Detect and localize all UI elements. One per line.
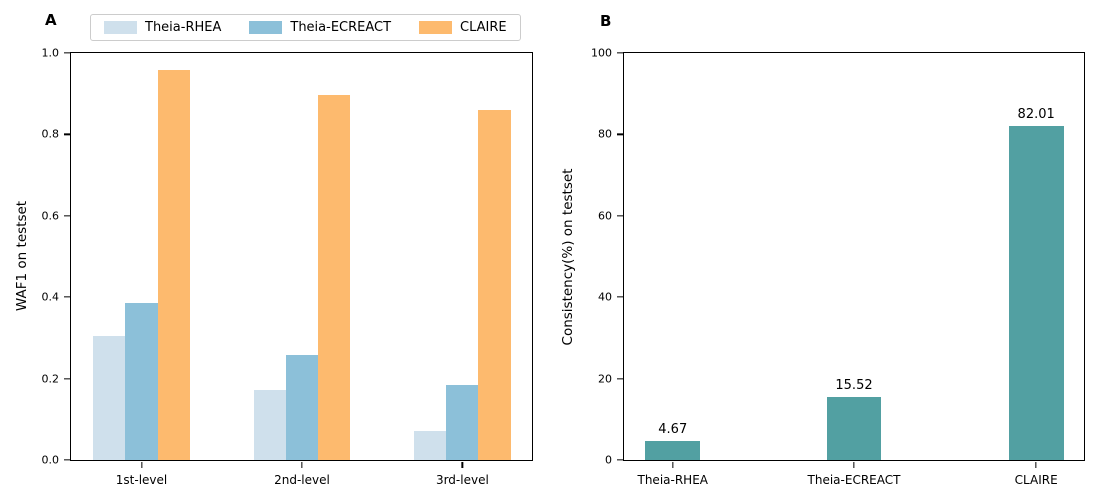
bar-value-label: 82.01 xyxy=(1017,107,1055,123)
x-tick-label-claire: CLAIRE xyxy=(1014,473,1058,487)
legend-swatch-icon xyxy=(249,21,283,34)
x-tick-mark xyxy=(140,461,143,468)
x-tick-mark xyxy=(672,461,674,468)
y-tick-mark xyxy=(616,377,623,380)
legend-item-label: Theia-RHEA xyxy=(145,20,222,35)
y-tick-label: 1.0 xyxy=(41,46,60,60)
y-tick-mark xyxy=(63,133,70,136)
legend-item-claire: CLAIRE xyxy=(419,20,507,35)
y-tick-mark xyxy=(63,377,70,380)
y-tick-label: 0.6 xyxy=(41,209,60,223)
y-tick-label: 20 xyxy=(598,372,612,386)
panel-a-label: A xyxy=(45,11,57,29)
x-tick-label-3rd-level: 3rd-level xyxy=(435,473,489,487)
bar-consistency(%)-theia-ecreact xyxy=(826,396,882,460)
x-tick-label-1st-level: 1st-level xyxy=(115,473,168,487)
x-tick-label-theia-ecreact: Theia-ECREACT xyxy=(807,473,901,487)
y-tick-mark xyxy=(616,215,623,217)
bar-theia-rhea-3rd-level xyxy=(414,431,447,460)
x-tick-mark xyxy=(461,461,464,468)
y-tick-label: 80 xyxy=(598,127,612,141)
x-tick-mark xyxy=(301,461,303,468)
bar-consistency(%)-claire xyxy=(1008,126,1064,460)
legend: Theia-RHEA Theia-ECREACT CLAIRE xyxy=(90,14,521,41)
bar-theia-ecreact-1st-level xyxy=(125,303,158,460)
y-tick-label: 60 xyxy=(598,209,612,223)
y-tick-mark xyxy=(63,215,70,217)
legend-item-label: Theia-ECREACT xyxy=(290,20,392,35)
bar-claire-2nd-level xyxy=(318,95,351,460)
bar-consistency(%)-theia-rhea xyxy=(645,441,701,460)
y-tick-label: 0.0 xyxy=(41,453,60,467)
legend-swatch-icon xyxy=(104,21,137,34)
y-tick-label: 100 xyxy=(591,46,612,60)
y-tick-mark xyxy=(616,459,623,461)
bar-value-label: 4.67 xyxy=(658,422,688,437)
panel-b-y-axis-title: Consistency(%) on testset xyxy=(560,168,576,346)
bar-theia-ecreact-2nd-level xyxy=(285,355,319,460)
legend-item-label: CLAIRE xyxy=(460,20,507,35)
panel-a-plot-area: 0.0 0.2 0.4 0.6 0.8 1.0 1st-level 2nd-level 3rd-… xyxy=(42,47,533,487)
y-tick-mark xyxy=(63,459,70,461)
legend-item-theia-rhea: Theia-RHEA xyxy=(104,20,221,35)
y-tick-label: 40 xyxy=(598,290,612,304)
bar-theia-rhea-1st-level xyxy=(93,335,126,460)
y-tick-label: 0.4 xyxy=(41,290,60,304)
x-tick-mark xyxy=(1035,461,1037,468)
panel-b-plot-area: 0 20 40 60 80 100 Theia-RHEA Theia-ECREACT CLAIR… xyxy=(591,47,1085,487)
x-tick-mark xyxy=(853,461,855,468)
x-tick-label-2nd-level: 2nd-level xyxy=(274,473,330,487)
x-tick-label-theia-rhea: Theia-RHEA xyxy=(637,473,709,487)
legend-swatch-icon xyxy=(419,21,453,34)
y-tick-label: 0 xyxy=(605,453,612,467)
bar-claire-3rd-level xyxy=(478,110,511,460)
bar-theia-ecreact-3rd-level xyxy=(446,385,479,460)
y-tick-mark xyxy=(616,296,623,298)
legend-item-theia-ecreact: Theia-ECREACT xyxy=(249,20,391,35)
bar-claire-1st-level xyxy=(157,70,190,460)
bar-theia-rhea-2nd-level xyxy=(253,390,286,460)
y-tick-mark xyxy=(616,52,623,54)
bar-value-label: 15.52 xyxy=(835,377,873,393)
y-tick-label: 0.2 xyxy=(41,372,60,386)
y-tick-mark xyxy=(63,52,70,54)
y-tick-mark xyxy=(616,133,623,136)
panel-b-label: B xyxy=(600,12,612,30)
y-tick-label: 0.8 xyxy=(41,127,60,141)
y-tick-mark xyxy=(63,296,70,298)
